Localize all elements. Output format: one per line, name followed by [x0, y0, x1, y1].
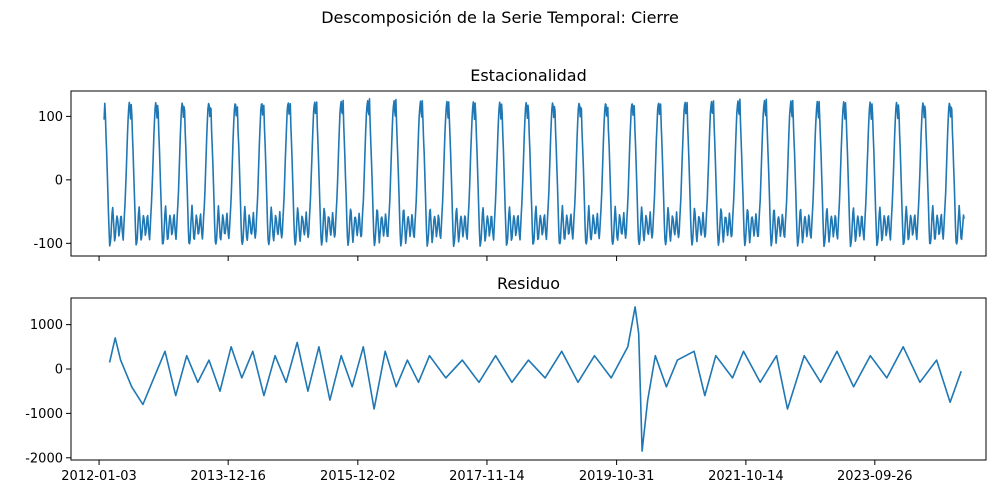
seasonal-series-line — [103, 98, 965, 248]
seasonal-x-ticks — [98, 256, 876, 261]
suptitle: Descomposición de la Serie Temporal: Cie… — [321, 8, 679, 27]
x-tick-label: 2023-09-26 — [837, 469, 913, 484]
residual-x-ticks: 2012-01-03 2013-12-16 2015-12-02 2017-11-14… — [61, 460, 913, 484]
x-tick-label: 2013-12-16 — [190, 469, 266, 484]
y-tick-label: 0 — [55, 363, 63, 378]
x-tick-label: 2021-10-14 — [708, 469, 784, 484]
seasonal-axes: Estacionalidad -100 0 100 — [33, 66, 987, 261]
seasonal-title: Estacionalidad — [470, 66, 587, 85]
residual-frame — [70, 297, 987, 461]
y-tick-label: -100 — [33, 237, 63, 252]
residual-series-line — [108, 306, 962, 452]
residual-axes: Residuo -2000 -1000 0 1000 2012-01-03 2013-1… — [25, 274, 987, 484]
seasonal-y-ticks: -100 0 100 — [33, 110, 71, 252]
residual-title: Residuo — [497, 274, 560, 293]
x-tick-label: 2019-10-31 — [579, 469, 655, 484]
x-tick-label: 2012-01-03 — [61, 469, 137, 484]
y-tick-label: 100 — [38, 110, 63, 125]
y-tick-label: 0 — [55, 173, 63, 188]
y-tick-label: -2000 — [25, 451, 63, 466]
y-tick-label: 1000 — [30, 318, 63, 333]
y-tick-label: -1000 — [25, 407, 63, 422]
seasonal-frame — [70, 90, 987, 257]
x-tick-label: 2015-12-02 — [320, 469, 396, 484]
residual-y-ticks: -2000 -1000 0 1000 — [25, 318, 71, 466]
x-tick-label: 2017-11-14 — [449, 469, 525, 484]
